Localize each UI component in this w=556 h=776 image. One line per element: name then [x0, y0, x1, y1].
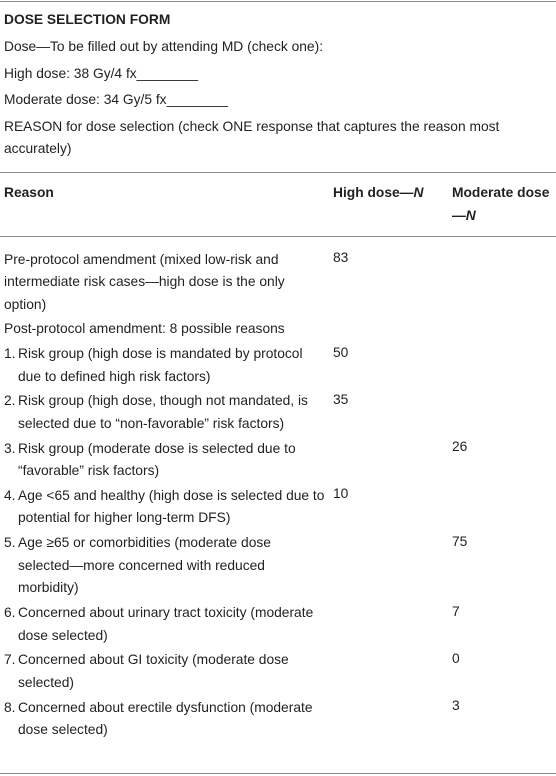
reason-cell: 6. Concerned about urinary tract toxicity… [4, 602, 326, 647]
high-dose-count: 83 [333, 250, 349, 265]
header-reason: Reason [4, 185, 54, 200]
item-number: 4. [4, 487, 16, 503]
table-body: Pre-protocol amendment (mixed low-risk a… [0, 247, 556, 742]
table-row: 6. Concerned about urinary tract toxicity… [0, 601, 556, 648]
table-row: 1. Risk group (high dose is mandated by p… [0, 342, 556, 389]
header-n: N [413, 185, 424, 200]
item-number: 2. [4, 393, 16, 409]
header-rule [0, 172, 556, 173]
reason-cell: Pre-protocol amendment (mixed low-risk a… [4, 249, 326, 317]
moderate-dose-count: 26 [452, 439, 468, 455]
reason-text: Concerned about erectile dysfunction (mo… [18, 699, 313, 738]
header-moderate: Moderate dose—N [452, 182, 552, 227]
form-section: DOSE SELECTION FORM Dose—To be filled ou… [4, 9, 544, 165]
reason-text: Post-protocol amendment: 8 possible reas… [4, 321, 285, 337]
high-dose-count: 50 [333, 344, 349, 360]
high-dose-count: 35 [333, 391, 349, 407]
table-row: 4. Age <65 and healthy (high dose is sele… [0, 483, 556, 530]
header-text: High dose— [333, 185, 414, 200]
reason-cell: 2. Risk group (high dose, though not mand… [4, 390, 326, 435]
bottom-rule [0, 773, 556, 774]
reason-cell: 1. Risk group (high dose is mandated by p… [4, 343, 326, 388]
item-number: 5. [4, 535, 16, 551]
reason-text: Risk group (moderate dose is selected du… [18, 440, 296, 479]
top-rule [0, 1, 556, 2]
table-row: Post-protocol amendment: 8 possible reas… [0, 317, 556, 342]
header-bottom-rule [0, 236, 556, 237]
reason-text: Pre-protocol amendment (mixed low-risk a… [4, 251, 285, 312]
item-number: 1. [4, 346, 16, 362]
reason-cell: 4. Age <65 and healthy (high dose is sele… [4, 485, 326, 530]
moderate-dose-count: 75 [452, 533, 468, 549]
item-number: 7. [4, 652, 16, 668]
table-row: 5. Age ≥65 or comorbidities (moderate dos… [0, 531, 556, 601]
table-row: 8. Concerned about erectile dysfunction (… [0, 695, 556, 742]
reason-text: Concerned about GI toxicity (moderate do… [18, 652, 289, 690]
item-number: 3. [4, 440, 16, 456]
reason-cell: 5. Age ≥65 or comorbidities (moderate dos… [4, 532, 326, 600]
form-line: Dose—To be filled out by attending MD (c… [4, 39, 324, 54]
form-line: High dose: 38 Gy/4 fx________ [4, 65, 199, 81]
reason-cell: 7. Concerned about GI toxicity (moderate … [4, 649, 326, 694]
reason-text: Risk group (high dose is mandated by pro… [18, 346, 303, 384]
reason-text: Concerned about urinary tract toxicity (… [18, 605, 314, 643]
form-title: DOSE SELECTION FORM [4, 12, 171, 27]
table-row: Pre-protocol amendment (mixed low-risk a… [0, 247, 556, 317]
moderate-dose-count: 3 [452, 698, 460, 714]
moderate-dose-count: 0 [452, 650, 460, 666]
form-line: Moderate dose: 34 Gy/5 fx________ [4, 92, 228, 107]
moderate-dose-count: 7 [452, 603, 460, 619]
header-high: High dose—N [333, 182, 433, 205]
reason-cell: Post-protocol amendment: 8 possible reas… [4, 318, 326, 341]
header-n: N [465, 207, 476, 223]
table-row: 7. Concerned about GI toxicity (moderate … [0, 648, 556, 695]
reason-cell: 3. Risk group (moderate dose is selected … [4, 438, 326, 483]
reason-text: Risk group (high dose, though not mandat… [18, 393, 308, 431]
table-row: 2. Risk group (high dose, though not mand… [0, 389, 556, 436]
reason-cell: 8. Concerned about erectile dysfunction (… [4, 697, 326, 742]
header-text: Moderate dose— [452, 185, 550, 223]
table-row: 3. Risk group (moderate dose is selected … [0, 436, 556, 483]
form-line: REASON for dose selection (check ONE res… [4, 118, 500, 157]
high-dose-count: 10 [333, 486, 349, 502]
reason-text: Age ≥65 or comorbidities (moderate dose … [18, 535, 271, 596]
item-number: 8. [4, 699, 16, 715]
item-number: 6. [4, 605, 16, 621]
reason-text: Age <65 and healthy (high dose is select… [18, 487, 325, 526]
